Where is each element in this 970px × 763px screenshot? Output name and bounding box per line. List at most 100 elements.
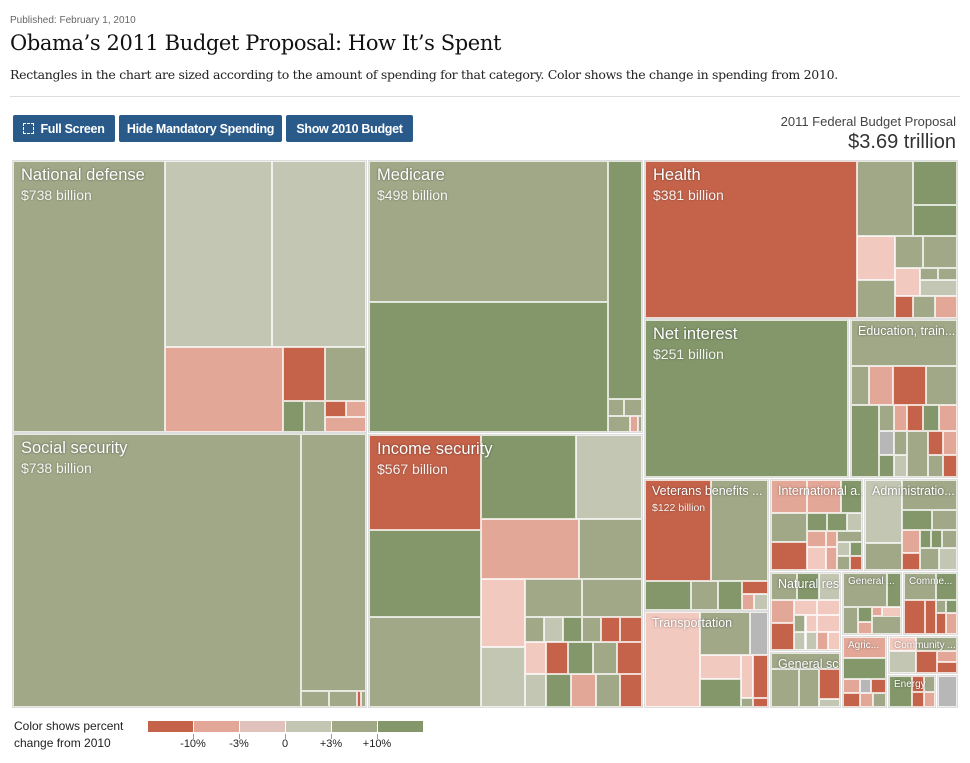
treemap-subcell[interactable] xyxy=(847,513,862,532)
treemap-subcell[interactable] xyxy=(889,651,917,673)
treemap-subcell[interactable] xyxy=(645,480,712,582)
treemap-subcell[interactable] xyxy=(581,579,642,618)
treemap-subcell[interactable] xyxy=(837,542,851,556)
treemap-subcell[interactable] xyxy=(938,548,957,570)
treemap-subcell[interactable] xyxy=(860,679,871,693)
treemap-subcell[interactable] xyxy=(916,637,957,652)
treemap-subcell[interactable] xyxy=(850,542,862,556)
treemap-subcell[interactable] xyxy=(923,691,935,707)
treemap-subcell[interactable] xyxy=(754,594,768,610)
treemap-subcell[interactable] xyxy=(543,617,563,642)
treemap-subcell[interactable] xyxy=(872,606,882,616)
treemap-subcell[interactable] xyxy=(878,431,895,456)
treemap-subcell[interactable] xyxy=(928,431,944,456)
treemap-subcell[interactable] xyxy=(753,654,768,698)
treemap-subcell[interactable] xyxy=(576,435,642,520)
treemap-subcell[interactable] xyxy=(935,600,947,613)
treemap-subcell[interactable] xyxy=(742,581,768,595)
treemap-subcell[interactable] xyxy=(935,612,947,634)
treemap-subcell[interactable] xyxy=(857,236,895,281)
treemap-subcell[interactable] xyxy=(480,579,525,648)
treemap-subcell[interactable] xyxy=(912,691,924,707)
treemap-subcell[interactable] xyxy=(360,690,366,707)
treemap-subcell[interactable] xyxy=(873,693,886,707)
treemap-subcell[interactable] xyxy=(943,455,957,477)
treemap-subcell[interactable] xyxy=(805,632,818,650)
treemap-subcell[interactable] xyxy=(617,641,642,675)
treemap-subcell[interactable] xyxy=(850,555,862,570)
treemap-subcell[interactable] xyxy=(607,415,630,432)
treemap-subcell[interactable] xyxy=(819,669,840,699)
treemap-subcell[interactable] xyxy=(843,573,887,607)
treemap-subcell[interactable] xyxy=(857,621,872,634)
treemap-subcell[interactable] xyxy=(946,612,957,634)
treemap-subcell[interactable] xyxy=(13,434,301,707)
treemap-subcell[interactable] xyxy=(793,632,806,650)
treemap-subcell[interactable] xyxy=(369,617,481,707)
treemap-subcell[interactable] xyxy=(894,404,908,432)
treemap-subcell[interactable] xyxy=(325,346,366,401)
treemap-cell-transportation[interactable]: Transportation xyxy=(644,611,769,708)
treemap-subcell[interactable] xyxy=(592,641,618,675)
treemap-subcell[interactable] xyxy=(870,679,886,693)
treemap-subcell[interactable] xyxy=(932,509,957,531)
treemap-subcell[interactable] xyxy=(645,161,858,318)
treemap-cell-unlabeled[interactable] xyxy=(937,675,958,708)
treemap-cell-administratio[interactable]: Administratio... xyxy=(864,479,958,571)
treemap-subcell[interactable] xyxy=(369,161,608,302)
treemap-subcell[interactable] xyxy=(936,662,957,673)
treemap-subcell[interactable] xyxy=(843,606,858,634)
treemap-subcell[interactable] xyxy=(889,676,912,707)
treemap-cell-income-security[interactable]: Income security $567 billion xyxy=(368,434,643,708)
treemap-subcell[interactable] xyxy=(857,280,895,318)
treemap-subcell[interactable] xyxy=(817,632,829,650)
treemap-subcell[interactable] xyxy=(894,455,908,477)
treemap-subcell[interactable] xyxy=(825,546,838,570)
treemap-subcell[interactable] xyxy=(825,531,838,547)
treemap-subcell[interactable] xyxy=(925,600,936,634)
treemap-subcell[interactable] xyxy=(931,530,943,549)
treemap-subcell[interactable] xyxy=(904,600,926,634)
treemap-subcell[interactable] xyxy=(771,669,799,707)
treemap-subcell[interactable] xyxy=(546,674,571,707)
treemap-subcell[interactable] xyxy=(919,267,939,281)
treemap-subcell[interactable] xyxy=(843,658,886,679)
treemap-subcell[interactable] xyxy=(851,365,870,405)
treemap-subcell[interactable] xyxy=(645,581,691,610)
treemap-subcell[interactable] xyxy=(843,637,886,658)
treemap-subcell[interactable] xyxy=(562,617,582,642)
treemap-subcell[interactable] xyxy=(272,161,366,347)
treemap-subcell[interactable] xyxy=(711,480,768,582)
treemap-subcell[interactable] xyxy=(901,509,933,531)
treemap-cell-general-sc[interactable]: General sc... xyxy=(770,652,841,708)
treemap-subcell[interactable] xyxy=(595,674,621,707)
treemap-subcell[interactable] xyxy=(843,679,861,693)
treemap-subcell[interactable] xyxy=(805,615,818,633)
treemap-subcell[interactable] xyxy=(851,320,957,366)
treemap-subcell[interactable] xyxy=(637,415,642,432)
treemap-subcell[interactable] xyxy=(938,676,957,707)
treemap-subcell[interactable] xyxy=(907,404,924,432)
treemap-cell-energy[interactable]: Energy xyxy=(888,675,936,708)
treemap-subcell[interactable] xyxy=(771,513,808,543)
treemap-subcell[interactable] xyxy=(901,530,921,553)
treemap-subcell[interactable] xyxy=(700,678,741,707)
treemap-subcell[interactable] xyxy=(936,651,957,663)
treemap-subcell[interactable] xyxy=(894,431,908,456)
treemap-subcell[interactable] xyxy=(607,399,625,416)
treemap-subcell[interactable] xyxy=(913,204,957,237)
treemap-subcell[interactable] xyxy=(901,552,921,570)
treemap-subcell[interactable] xyxy=(607,161,642,400)
treemap-subcell[interactable] xyxy=(796,573,820,600)
treemap-cell-community[interactable]: Community ... xyxy=(888,636,958,674)
treemap-subcell[interactable] xyxy=(568,641,593,675)
treemap-subcell[interactable] xyxy=(938,404,957,432)
treemap-subcell[interactable] xyxy=(524,579,582,618)
treemap-subcell[interactable] xyxy=(912,676,924,692)
treemap-subcell[interactable] xyxy=(807,531,826,547)
treemap-subcell[interactable] xyxy=(283,400,305,432)
treemap-subcell[interactable] xyxy=(904,573,936,601)
treemap-subcell[interactable] xyxy=(894,296,914,318)
treemap-subcell[interactable] xyxy=(283,346,326,401)
treemap-subcell[interactable] xyxy=(894,267,920,296)
